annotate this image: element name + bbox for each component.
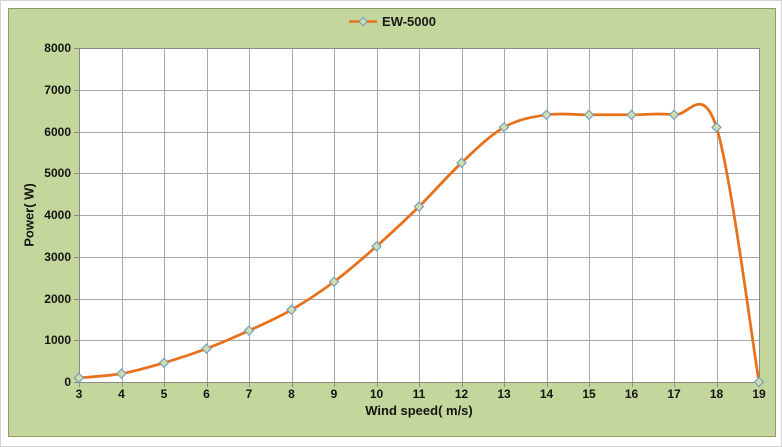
legend-line-marker-icon — [349, 16, 378, 27]
x-tick-label: 15 — [582, 387, 596, 401]
x-tick-label: 7 — [245, 387, 253, 401]
plot-area — [73, 48, 765, 388]
series-marker-diamond — [158, 357, 170, 369]
y-tick-label: 6000 — [44, 124, 71, 139]
x-tick-label: 5 — [160, 387, 168, 401]
x-tick-label: 6 — [203, 387, 210, 401]
series-marker-diamond — [116, 368, 127, 379]
y-tick-label: 0 — [64, 375, 71, 389]
y-tick-label: 1000 — [44, 333, 71, 348]
x-tick-label: 13 — [497, 387, 511, 401]
y-tick-label: 5000 — [44, 166, 71, 181]
legend-label: EW-5000 — [382, 14, 436, 29]
x-tick-label: 18 — [709, 387, 724, 401]
series-marker-diamond — [753, 376, 765, 388]
plot-border — [79, 48, 760, 383]
series-marker-diamond — [286, 304, 297, 316]
x-tick-label: 14 — [539, 387, 554, 401]
y-tick-label: 2000 — [44, 291, 71, 306]
series-marker-diamond — [498, 121, 510, 133]
x-tick-label: 9 — [330, 387, 338, 401]
series-marker-diamond — [371, 240, 382, 252]
x-tick-label: 17 — [667, 387, 681, 401]
series-marker-diamond — [668, 109, 680, 121]
series-marker-diamond — [456, 157, 467, 169]
x-tick-label: 19 — [752, 387, 766, 401]
x-tick-label: 12 — [454, 387, 469, 401]
series-marker-diamond — [711, 121, 722, 133]
x-tick-label: 4 — [118, 387, 125, 401]
x-tick-label: 16 — [624, 387, 639, 401]
x-axis-title: Wind speed( m/s) — [365, 403, 473, 418]
series-marker-diamond — [328, 276, 340, 288]
series-marker-diamond — [626, 109, 637, 121]
legend-diamond-marker — [358, 16, 368, 27]
y-axis-title: Power( W) — [21, 183, 37, 247]
x-tick-label: 10 — [369, 387, 384, 401]
series-marker-diamond — [243, 325, 255, 336]
legend[interactable]: EW-5000 — [344, 12, 440, 31]
y-tick-label: 4000 — [44, 208, 71, 222]
x-tick-label: 8 — [288, 387, 295, 401]
y-tick-label: 8000 — [44, 41, 71, 55]
y-tick-label: 3000 — [44, 249, 71, 264]
series-marker-diamond — [583, 109, 595, 121]
x-tick-label: 11 — [412, 387, 426, 401]
series-marker-diamond — [73, 372, 85, 384]
x-tick-label: 3 — [75, 387, 83, 401]
y-tick-label: 7000 — [44, 82, 71, 97]
series-marker-diamond — [541, 109, 552, 121]
series-marker-diamond — [413, 201, 425, 212]
series-marker-diamond — [201, 343, 212, 354]
